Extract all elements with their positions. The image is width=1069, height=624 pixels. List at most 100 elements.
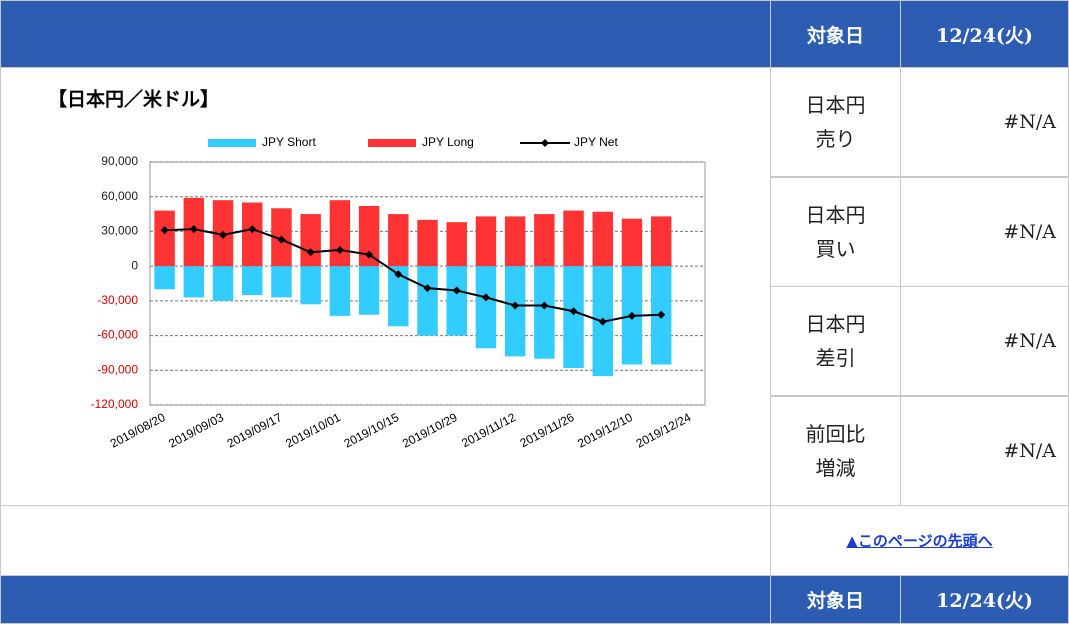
row-label-line: 日本円 [805, 202, 866, 227]
line-marker [540, 301, 549, 310]
bar [358, 205, 380, 267]
y-tick-label: 90,000 [101, 154, 138, 168]
legend-label: JPY Short [262, 135, 316, 149]
header-date-label: 対象日 [770, 0, 901, 68]
row-label-line: 買い [815, 236, 856, 261]
y-tick-label: -30,000 [97, 293, 138, 307]
legend-swatch [208, 139, 256, 147]
row-value: #N/A [900, 286, 1069, 396]
x-tick-label: 2019/09/03 [166, 410, 226, 451]
x-tick-label: 2019/12/24 [634, 410, 694, 451]
legend-marker [541, 139, 549, 147]
bar [504, 216, 526, 267]
line-marker [657, 310, 666, 319]
line-marker [248, 225, 257, 234]
bar [388, 214, 409, 267]
line-marker [627, 311, 636, 320]
legend-label: JPY Long [422, 135, 474, 149]
line-marker [277, 235, 286, 244]
line-marker [189, 225, 198, 234]
x-tick-label: 2019/12/10 [575, 410, 635, 451]
y-tick-label: 60,000 [101, 189, 138, 203]
bar [592, 211, 613, 267]
bar [475, 216, 497, 267]
bar [300, 266, 321, 305]
top-link[interactable]: ▲このページの先頭へ [846, 532, 993, 550]
bar [534, 266, 555, 359]
legend-label: JPY Net [574, 135, 618, 149]
x-tick-label: 2019/10/29 [400, 410, 460, 451]
header-date-value: 12/24(火) [900, 0, 1069, 68]
bar [534, 214, 555, 267]
line-marker [365, 250, 374, 259]
bar [183, 266, 205, 298]
y-tick-label: -60,000 [97, 328, 138, 342]
line-marker [598, 317, 607, 326]
bar [358, 266, 380, 315]
bar [329, 200, 351, 267]
x-tick-label: 2019/10/01 [283, 410, 343, 451]
bar [417, 266, 438, 336]
bar [154, 210, 175, 267]
bar [563, 266, 584, 368]
x-tick-label: 2019/10/15 [342, 410, 402, 451]
bar [621, 218, 643, 267]
y-tick-label: -90,000 [97, 362, 138, 376]
bar [475, 266, 497, 349]
bar [212, 266, 234, 301]
row-label: 日本円 差引 [770, 286, 901, 396]
bar [154, 266, 175, 290]
footer-date-label: 対象日 [770, 575, 901, 624]
row-value: #N/A [900, 176, 1069, 287]
bar [504, 266, 526, 357]
bar [446, 222, 467, 267]
header-blank [0, 0, 771, 68]
y-tick-label: 30,000 [101, 224, 138, 238]
bar [329, 266, 351, 316]
row-label-line: 前回比 [805, 421, 866, 446]
bar [242, 202, 263, 267]
y-tick-label: -120,000 [91, 397, 139, 411]
row-label: 日本円 買い [770, 176, 901, 287]
row-label: 日本円 売り [770, 67, 901, 177]
bar [388, 266, 409, 327]
bar [242, 266, 263, 296]
line-marker [394, 270, 403, 279]
line-marker [511, 301, 520, 310]
line [164, 228, 662, 323]
x-tick-label: 2019/09/17 [225, 410, 285, 451]
row-label-line: 売り [815, 127, 856, 151]
row-label: 前回比 増減 [770, 395, 901, 506]
line-marker [569, 307, 578, 316]
line-marker [219, 230, 228, 239]
link-blank [0, 505, 771, 576]
line-marker [481, 293, 490, 302]
row-label-line: 日本円 [805, 93, 866, 117]
row-label-line: 日本円 [805, 312, 866, 336]
footer-date-value: 12/24(火) [900, 575, 1069, 624]
line-marker [452, 286, 461, 295]
line-marker [335, 245, 344, 254]
x-tick-label: 2019/08/20 [108, 410, 168, 451]
row-label-line: 差引 [815, 346, 856, 370]
chart-title: 【日本円／米ドル】 [48, 88, 219, 111]
row-value: #N/A [900, 67, 1069, 177]
bar [271, 266, 292, 298]
row-value: #N/A [900, 395, 1069, 506]
x-tick-label: 2019/11/26 [518, 410, 577, 450]
bar [300, 214, 321, 267]
chart: 【日本円／米ドル】 90,000 60,000 30,000 0 -30,000 -60,… [48, 88, 706, 451]
link-cell: ▲このページの先頭へ [770, 505, 1069, 576]
footer-blank [0, 575, 771, 624]
x-tick-label: 2019/11/12 [459, 410, 518, 450]
bar [563, 210, 584, 267]
bar [417, 219, 438, 267]
line-marker [160, 226, 169, 235]
line-marker [306, 248, 315, 257]
bar [650, 216, 672, 267]
line-marker [423, 284, 432, 293]
y-tick-label: 0 [131, 258, 138, 272]
row-label-line: 増減 [815, 455, 856, 480]
bar [446, 266, 467, 336]
